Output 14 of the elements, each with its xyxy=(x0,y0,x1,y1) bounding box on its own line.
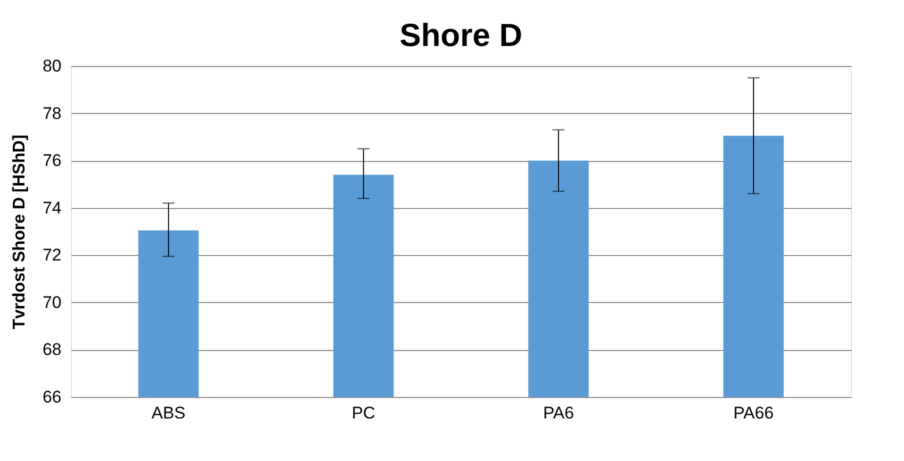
y-tick-label: 66 xyxy=(42,388,62,406)
y-tick-label: 74 xyxy=(42,198,62,218)
y-tick-label: 76 xyxy=(42,151,62,170)
y-tick-label: 72 xyxy=(42,246,62,265)
x-tick-label: PA6 xyxy=(543,404,574,422)
x-tick-label: PC xyxy=(352,404,376,422)
y-tick-label: 68 xyxy=(42,340,62,360)
chart-title: Shore D xyxy=(400,17,522,53)
y-tick-label: 80 xyxy=(42,56,62,76)
y-axis-title: Tvrdost Shore D [HShD] xyxy=(10,134,29,330)
x-tick-label: ABS xyxy=(151,404,186,422)
x-tick-label: PA66 xyxy=(733,404,774,422)
y-tick-label: 70 xyxy=(42,292,62,312)
y-tick-label: 78 xyxy=(42,104,62,123)
